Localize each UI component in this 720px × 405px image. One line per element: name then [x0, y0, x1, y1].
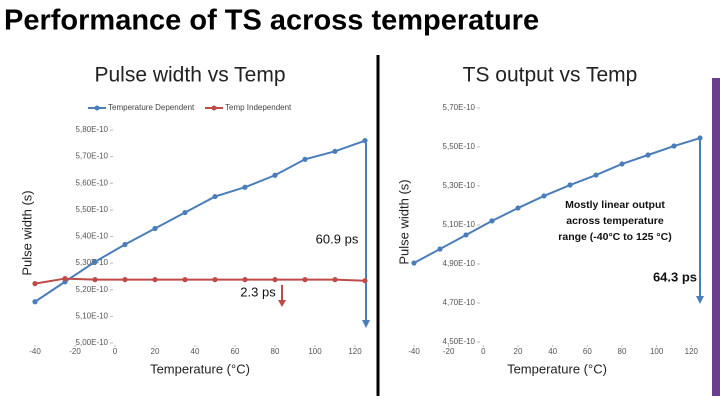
y-tick-label: 5,30E-10: [443, 181, 476, 190]
annotation: Mostly linear output: [565, 199, 665, 211]
data-point: [272, 277, 278, 283]
data-point: [122, 241, 128, 248]
data-point: [152, 277, 158, 283]
data-point: [645, 152, 651, 158]
data-point: [152, 225, 158, 232]
data-point: [362, 278, 368, 284]
data-point: [182, 277, 188, 283]
data-point: [92, 277, 98, 283]
x-tick-label: 120: [685, 347, 699, 356]
x-tick-label: -40: [408, 347, 420, 356]
x-tick-label: 20: [151, 347, 160, 356]
legend-marker: [94, 105, 100, 111]
data-point: [332, 148, 338, 154]
data-point: [411, 260, 417, 266]
data-point: [122, 277, 128, 283]
data-point: [302, 277, 308, 283]
data-point: [567, 182, 573, 188]
x-tick-label: 60: [583, 347, 592, 356]
accent-bar: [712, 78, 720, 396]
x-axis-title: Temperature (°C): [150, 361, 250, 376]
x-tick-label: -20: [443, 347, 455, 356]
y-tick-label: 5,50E-10: [76, 205, 109, 214]
data-point: [619, 161, 625, 167]
slide-title: Performance of TS across temperature: [4, 5, 539, 37]
data-point: [489, 218, 495, 224]
x-tick-label: 100: [650, 347, 664, 356]
data-point: [62, 275, 68, 282]
y-tick-label: 5,10E-10: [443, 220, 476, 229]
data-point: [242, 184, 248, 190]
annotation: 64.3 ps: [653, 269, 697, 284]
y-tick-label: 4,70E-10: [443, 298, 476, 307]
arrow-head: [278, 300, 286, 307]
x-axis-title: Temperature (°C): [507, 361, 607, 376]
data-point: [212, 193, 218, 200]
legend-label: Temperature Dependent: [108, 103, 195, 112]
data-point: [593, 172, 599, 178]
y-tick-label: 4,90E-10: [443, 259, 476, 268]
x-tick-label: 40: [548, 347, 557, 356]
x-tick-label: 80: [271, 347, 280, 356]
series-line: [413, 137, 701, 264]
data-point: [671, 143, 677, 149]
series-line: [34, 139, 366, 303]
data-point: [242, 277, 248, 283]
data-point: [362, 138, 368, 144]
chart-title: TS output vs Temp: [463, 64, 638, 87]
y-tick-label: 5,60E-10: [76, 178, 109, 187]
y-tick-label: 5,70E-10: [76, 152, 109, 161]
y-tick-label: 5,70E-10: [443, 103, 476, 112]
data-point: [182, 209, 188, 216]
data-point: [212, 277, 218, 283]
x-tick-label: 40: [191, 347, 200, 356]
x-tick-label: 60: [231, 347, 240, 356]
data-point: [32, 281, 38, 287]
x-tick-label: -40: [29, 347, 41, 356]
annotation: across temperature: [566, 215, 664, 227]
data-point: [32, 299, 38, 305]
x-tick-label: -20: [69, 347, 81, 356]
data-point: [515, 205, 521, 211]
series-line: [34, 277, 366, 285]
x-tick-label: 120: [348, 347, 362, 356]
x-tick-label: 100: [308, 347, 322, 356]
y-tick-label: 5,10E-10: [76, 311, 109, 320]
chart-title: Pulse width vs Temp: [94, 64, 285, 87]
data-point: [272, 172, 278, 178]
y-tick-label: 5,50E-10: [443, 142, 476, 151]
y-tick-label: 5,20E-10: [76, 285, 109, 294]
y-axis-title: Pulse width (s): [19, 190, 34, 275]
annotation: range (-40°C to 125 °C): [558, 231, 671, 243]
annotation: 60.9 ps: [316, 231, 359, 246]
legend-marker: [211, 105, 217, 111]
data-point: [541, 193, 547, 199]
data-point: [463, 232, 469, 238]
data-point: [697, 135, 703, 141]
data-point: [92, 259, 98, 265]
y-tick-label: 5,80E-10: [76, 125, 109, 134]
y-axis-title: Pulse width (s): [396, 179, 411, 264]
arrow-head: [696, 296, 704, 304]
arrow-head: [362, 320, 370, 328]
x-tick-label: 0: [481, 347, 486, 356]
data-point: [437, 246, 443, 252]
y-tick-label: 5,00E-10: [76, 338, 109, 347]
x-tick-label: 80: [618, 347, 627, 356]
data-point: [302, 156, 308, 162]
data-point: [332, 277, 338, 283]
x-tick-label: 20: [514, 347, 523, 356]
legend-label: Temp Independent: [225, 103, 292, 112]
y-tick-label: 5,40E-10: [76, 232, 109, 241]
y-tick-label: 4,50E-10: [443, 337, 476, 346]
annotation: 2.3 ps: [240, 284, 276, 299]
x-tick-label: 0: [113, 347, 118, 356]
